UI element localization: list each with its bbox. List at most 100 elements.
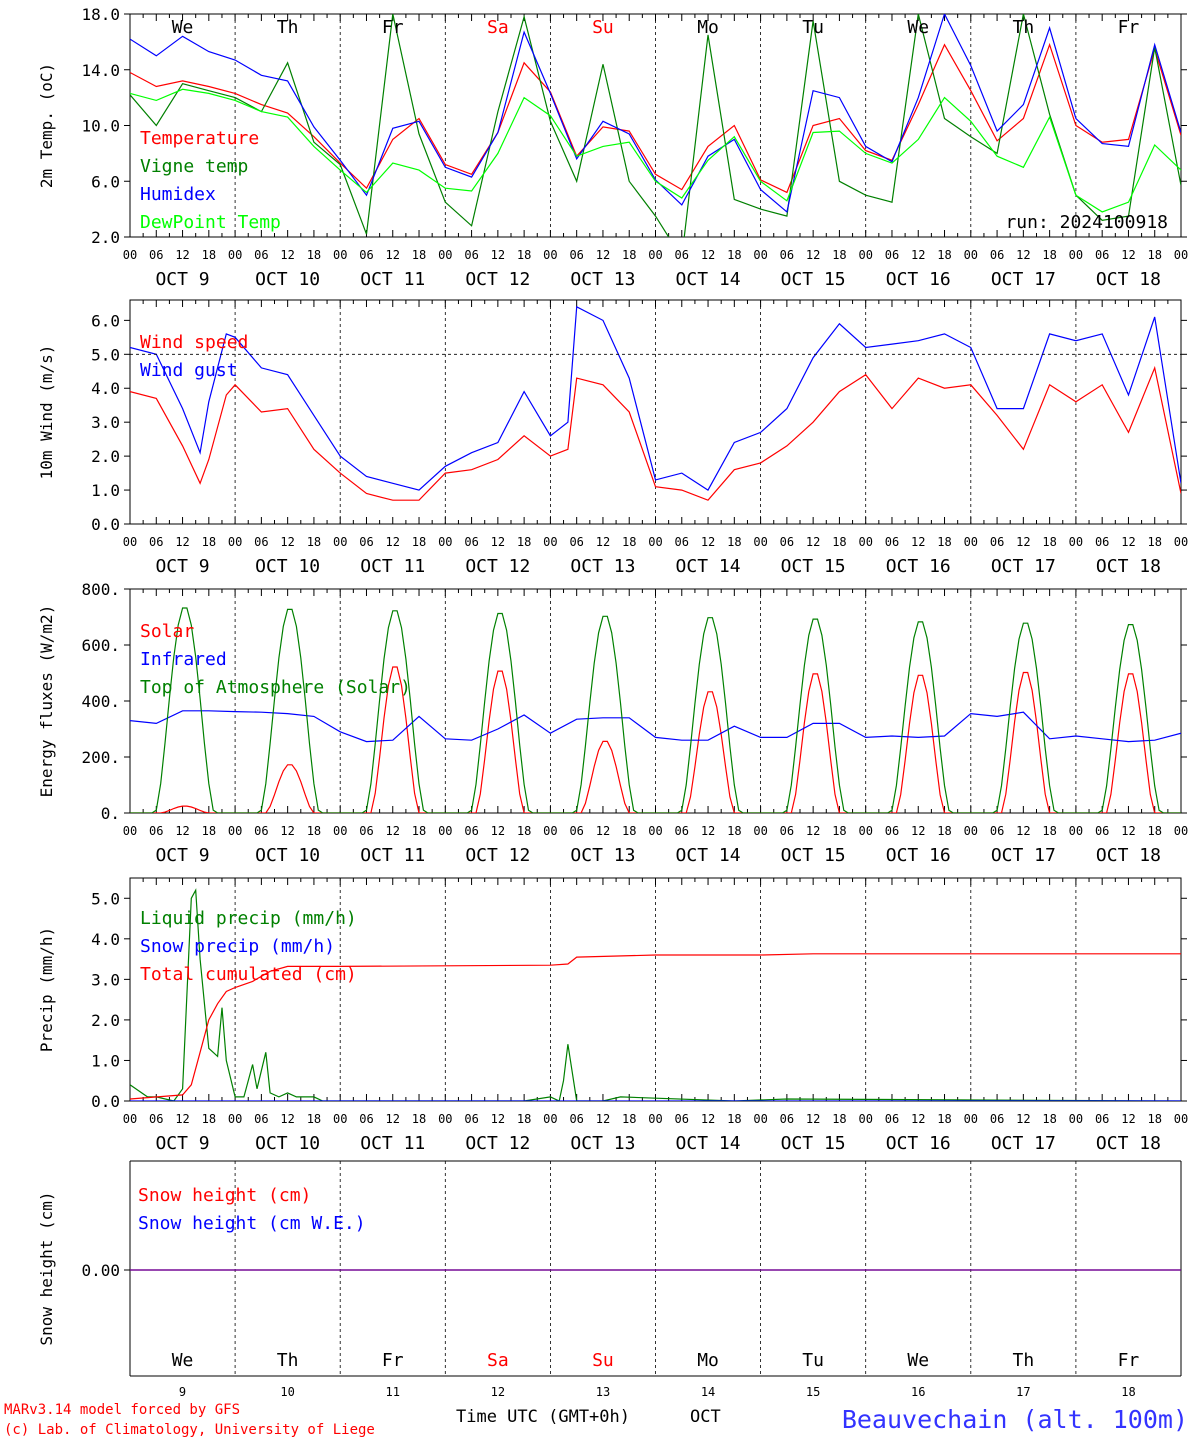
hour-tick-label: 00 bbox=[438, 248, 452, 262]
weekday-label: We bbox=[172, 17, 194, 38]
day-number-label: 17 bbox=[1016, 1385, 1030, 1399]
hour-tick-label: 00 bbox=[648, 824, 662, 838]
hour-tick-label: 12 bbox=[386, 248, 400, 262]
station-name: Beauvechain (alt. 100m) bbox=[842, 1405, 1188, 1434]
legend-entry: Snow precip (mm/h) bbox=[140, 936, 335, 957]
hour-tick-label: 00 bbox=[964, 535, 978, 549]
hour-tick-label: 12 bbox=[386, 1112, 400, 1126]
hour-tick-label: 06 bbox=[1095, 1112, 1109, 1126]
y-tick-label: 18.0 bbox=[81, 5, 120, 24]
hour-tick-label: 00 bbox=[228, 824, 242, 838]
weekday-label: Fr bbox=[1118, 17, 1140, 38]
hour-tick-label: 06 bbox=[1095, 535, 1109, 549]
hour-tick-label: 06 bbox=[569, 1112, 583, 1126]
hour-tick-label: 18 bbox=[1147, 535, 1161, 549]
day-number-label: 11 bbox=[386, 1385, 400, 1399]
date-label: OCT 10 bbox=[255, 269, 320, 290]
hour-tick-label: 06 bbox=[675, 535, 689, 549]
hour-tick-label: 18 bbox=[1147, 1112, 1161, 1126]
hour-tick-label: 12 bbox=[1121, 535, 1135, 549]
hour-tick-label: 00 bbox=[543, 824, 557, 838]
weekday-label: Mo bbox=[697, 17, 719, 38]
weekday-label: Su bbox=[592, 17, 614, 38]
hour-tick-label: 00 bbox=[648, 1112, 662, 1126]
weekday-label: Tu bbox=[802, 17, 824, 38]
panel-3: 0.0 1.0 2.0 3.0 4.0 5.0 Precip (mm/h) 00 06 12 18 O… bbox=[37, 877, 1188, 1154]
hour-tick-label: 18 bbox=[307, 824, 321, 838]
date-label: OCT 15 bbox=[781, 556, 846, 577]
hour-tick-label: 12 bbox=[1016, 535, 1030, 549]
series-line bbox=[130, 14, 1181, 214]
day-number-label: 13 bbox=[596, 1385, 610, 1399]
hour-tick-label: 12 bbox=[386, 824, 400, 838]
hour-tick-label: 06 bbox=[464, 535, 478, 549]
hour-tick-label: 00 bbox=[858, 248, 872, 262]
date-label: OCT 13 bbox=[570, 845, 635, 866]
hour-tick-label: 06 bbox=[990, 824, 1004, 838]
series-group bbox=[130, 14, 1181, 237]
weekday-label: Mo bbox=[697, 1350, 719, 1371]
date-label: OCT 13 bbox=[570, 556, 635, 577]
series-line bbox=[130, 14, 1181, 237]
y-axis-label: Energy fluxes (W/m2) bbox=[37, 605, 56, 798]
hour-tick-label: 12 bbox=[596, 535, 610, 549]
hour-tick-label: 00 bbox=[543, 1112, 557, 1126]
date-label: OCT 18 bbox=[1096, 269, 1161, 290]
date-label: OCT 9 bbox=[155, 269, 209, 290]
hour-tick-label: 00 bbox=[1174, 1112, 1188, 1126]
x-axis-month: OCT bbox=[690, 1407, 721, 1427]
hour-tick-label: 00 bbox=[438, 1112, 452, 1126]
date-label: OCT 12 bbox=[465, 1133, 530, 1154]
date-label: OCT 14 bbox=[676, 845, 741, 866]
hour-tick-label: 18 bbox=[622, 1112, 636, 1126]
hour-tick-label: 00 bbox=[1174, 248, 1188, 262]
hour-tick-label: 00 bbox=[1069, 1112, 1083, 1126]
series-line bbox=[130, 607, 1181, 813]
hour-tick-label: 06 bbox=[1095, 824, 1109, 838]
hour-tick-label: 00 bbox=[333, 535, 347, 549]
date-label: OCT 9 bbox=[155, 845, 209, 866]
hour-tick-label: 12 bbox=[1016, 1112, 1030, 1126]
hour-tick-label: 00 bbox=[858, 1112, 872, 1126]
hour-tick-label: 00 bbox=[543, 248, 557, 262]
hour-tick-label: 06 bbox=[780, 248, 794, 262]
weekday-label: Th bbox=[277, 17, 299, 38]
legend-entry: Solar bbox=[140, 621, 194, 642]
hour-tick-label: 12 bbox=[280, 535, 294, 549]
hour-tick-label: 12 bbox=[175, 1112, 189, 1126]
hour-tick-label: 18 bbox=[832, 248, 846, 262]
hour-tick-label: 00 bbox=[333, 824, 347, 838]
date-label: OCT 11 bbox=[360, 269, 425, 290]
hour-tick-label: 06 bbox=[359, 535, 373, 549]
weekday-label: Sa bbox=[487, 1350, 509, 1371]
series-line bbox=[130, 666, 1181, 813]
hour-tick-label: 18 bbox=[937, 248, 951, 262]
run-label: run: 2024100918 bbox=[1005, 212, 1168, 233]
hour-tick-label: 00 bbox=[333, 1112, 347, 1126]
hour-tick-label: 12 bbox=[911, 535, 925, 549]
hour-tick-label: 18 bbox=[832, 535, 846, 549]
legend-entry: DewPoint Temp bbox=[140, 212, 281, 233]
date-label: OCT 11 bbox=[360, 556, 425, 577]
hour-tick-label: 12 bbox=[491, 535, 505, 549]
hour-tick-label: 00 bbox=[1069, 535, 1083, 549]
date-label: OCT 15 bbox=[781, 1133, 846, 1154]
legend-entry: Wind gust bbox=[140, 360, 238, 381]
date-label: OCT 18 bbox=[1096, 556, 1161, 577]
date-label: OCT 17 bbox=[991, 556, 1056, 577]
hour-tick-label: 00 bbox=[648, 248, 662, 262]
hour-tick-label: 18 bbox=[727, 824, 741, 838]
hour-tick-label: 18 bbox=[622, 248, 636, 262]
date-label: OCT 14 bbox=[676, 269, 741, 290]
day-number-label: 10 bbox=[280, 1385, 294, 1399]
hour-tick-label: 06 bbox=[569, 248, 583, 262]
hour-tick-label: 18 bbox=[1042, 535, 1056, 549]
panel-4: 0.00 Snow height (cm) Snow height (cm) Snow… bbox=[37, 1160, 1182, 1399]
hour-tick-label: 12 bbox=[701, 824, 715, 838]
date-label: OCT 16 bbox=[886, 556, 951, 577]
y-tick-label: 4.0 bbox=[91, 379, 120, 398]
hour-tick-label: 06 bbox=[149, 1112, 163, 1126]
hour-tick-label: 18 bbox=[412, 1112, 426, 1126]
hour-tick-label: 06 bbox=[780, 535, 794, 549]
hour-tick-label: 12 bbox=[175, 535, 189, 549]
